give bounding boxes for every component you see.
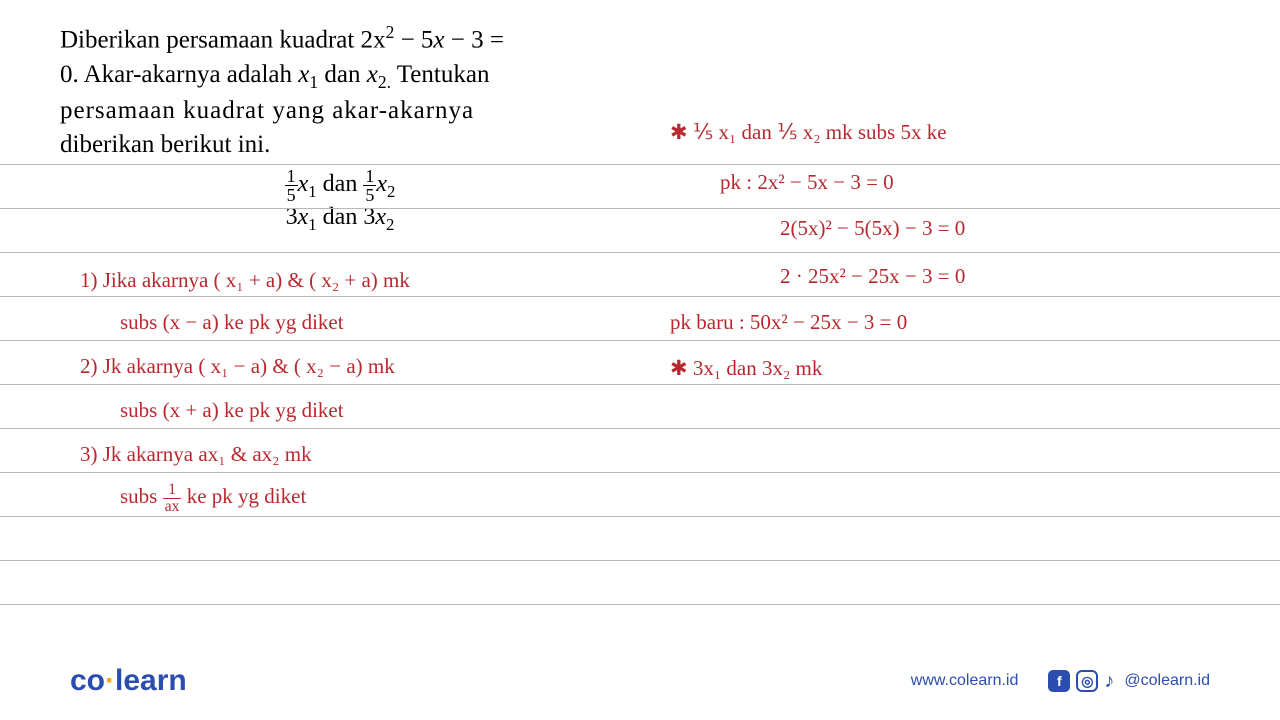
instagram-icon: ◎ [1076,670,1098,692]
logo-dot-icon: · [105,664,115,697]
root-equations: 15x1 dan 15x2 3x1 dan 3x2 [60,167,620,235]
rule-line [0,296,1280,297]
problem-line2-pre: 0. Akar-akarnya adalah [60,61,298,88]
eq1-dan: dan [317,171,364,197]
hw-left-r6c: ke pk yg diket [187,484,307,508]
problem-line4: diberikan berikut ini. [60,131,270,158]
fraction-1-5a: 15 [285,167,298,204]
hw-fraction-ax: 1ax [163,482,182,515]
logo-pre: co [70,664,105,697]
rule-line [0,428,1280,429]
hw-left-row4: subs (x + a) ke pk yg diket [120,398,344,423]
hw-right-row4: 2 · 25x² − 25x − 3 = 0 [780,264,965,289]
rule-line [0,560,1280,561]
rule-line [0,604,1280,605]
problem-statement: Diberikan persamaan kuadrat 2x2 − 5x − 3… [60,20,620,163]
problem-line2-post: Tentukan [391,61,489,88]
hw-left-row6: subs 1ax ke pk yg diket [120,482,306,515]
brand-logo: co·learn [70,664,187,698]
tiktok-icon: ♪ [1104,670,1114,692]
hw-right-row6: ✱ 3x₁ dan 3x₂ mk [670,356,822,381]
hw-right-row5: pk baru : 50x² − 25x − 3 = 0 [670,310,907,335]
hw-left-r6a: subs [120,484,163,508]
eq1-x2: x [376,171,387,197]
hw-left-row3: 2) Jk akarnya ( x₁ − a) & ( x₂ − a) mk [80,354,395,379]
problem-x1var: x [298,61,309,88]
footer: co·learn www.colearn.id f ◎ ♪ @colearn.i… [0,664,1280,698]
website-url: www.colearn.id [911,672,1019,690]
hw-left-row5: 3) Jk akarnya ax₁ & ax₂ mk [80,442,312,467]
problem-x2var: x [367,61,378,88]
fraction-1-5b: 15 [363,167,376,204]
rule-line [0,208,1280,209]
hw-left-row1: 1) Jika akarnya ( x₁ + a) & ( x₂ + a) mk [80,268,410,293]
content-area: Diberikan persamaan kuadrat 2x2 − 5x − 3… [60,20,1220,640]
problem-dan: dan [318,61,367,88]
problem-x: x [373,26,386,53]
rule-line [0,516,1280,517]
rule-line [0,164,1280,165]
problem-x2: x [433,26,444,53]
problem-line1-post: − 5 [394,26,433,53]
facebook-icon: f [1048,670,1070,692]
rule-line [0,472,1280,473]
hw-right-row1: ✱ ⅕ x₁ dan ⅕ x₂ mk subs 5x ke [670,120,947,145]
problem-line1-pre: Diberikan persamaan kuadrat 2 [60,26,373,53]
hw-right-row2: pk : 2x² − 5x − 3 = 0 [720,170,894,195]
rule-line [0,340,1280,341]
rule-line [0,252,1280,253]
rule-line [0,384,1280,385]
problem-line3: persamaan kuadrat yang akar-akarnya [60,97,474,124]
hw-right-row3: 2(5x)² − 5(5x) − 3 = 0 [780,216,965,241]
logo-post: learn [115,664,187,697]
problem-line1-post2: − 3 = [445,26,504,53]
hw-left-row2: subs (x − a) ke pk yg diket [120,310,344,335]
social-handle: @colearn.id [1124,672,1210,690]
social-links: f ◎ ♪ @colearn.id [1048,670,1210,692]
eq1-x1: x [298,171,309,197]
